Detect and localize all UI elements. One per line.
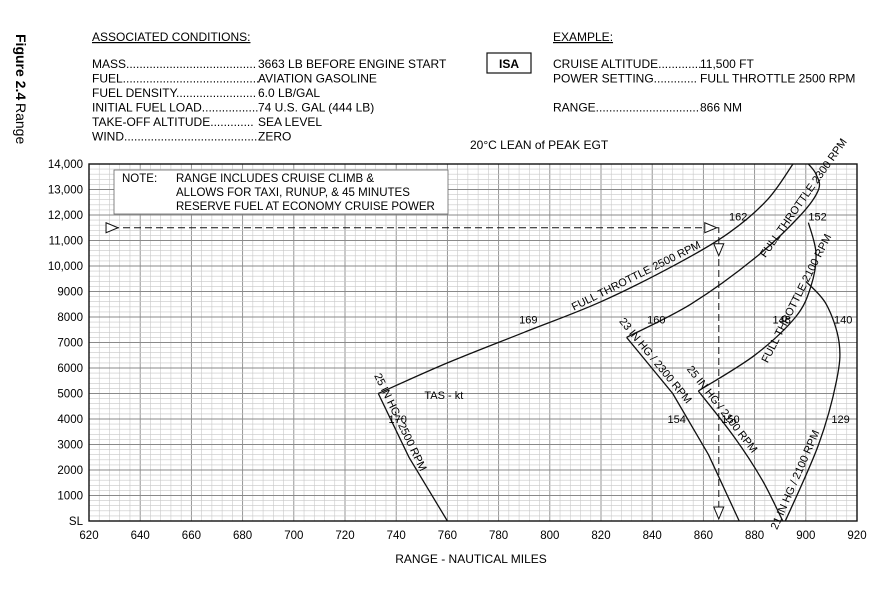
example-arrow [704, 222, 719, 234]
example-value: 11,500 FT [700, 57, 754, 71]
chart-annotation: 170 [389, 414, 407, 426]
example-label: CRUISE ALTITUDE............. [553, 57, 701, 71]
y-tick-label: 13,000 [48, 185, 83, 197]
plot-frame [88, 163, 858, 522]
condition-label: MASS....................................… [92, 57, 256, 71]
chart-annotations: TAS - kt 170 169 162 152 160 148 140 154 150 129 [389, 211, 853, 426]
chart-grid [88, 163, 858, 522]
chart-annotation: 162 [729, 211, 747, 223]
x-tick-label: 720 [335, 530, 354, 542]
series-line-full-throttle-2300-rpm [626, 163, 821, 338]
example-list: CRUISE ALTITUDE.............11,500 FTPOW… [553, 57, 855, 115]
conditions-list: MASS....................................… [92, 57, 447, 144]
conditions-heading: ASSOCIATED CONDITIONS: [92, 30, 250, 44]
x-axis-label: RANGE - NAUTICAL MILES [395, 552, 547, 566]
chart-annotation: 154 [668, 414, 686, 426]
x-tick-label: 920 [847, 530, 866, 542]
y-tick-label: 14,000 [48, 159, 83, 171]
note-line-1: RANGE INCLUDES CRUISE CLIMB & [176, 173, 374, 185]
y-tick-label: 5000 [57, 389, 83, 401]
example-label: RANGE............................... [553, 101, 699, 115]
condition-value: ZERO [258, 130, 291, 144]
example-arrow [713, 243, 725, 258]
series-line-full-throttle-2100-rpm [697, 222, 817, 392]
condition-label: WIND....................................… [92, 130, 257, 144]
chart-annotation: TAS - kt [424, 390, 463, 402]
example-value: FULL THROTTLE 2500 RPM [700, 72, 855, 86]
series-line-21-in-hg-2100-rpm [784, 280, 841, 522]
series-label-23-in-hg-2300-rpm: 23 IN HG / 2300 RPM [616, 316, 693, 406]
note-line-2: ALLOWS FOR TAXI, RUNUP, & 45 MINUTES [176, 187, 410, 199]
x-tick-label: 680 [233, 530, 252, 542]
x-tick-label: 660 [182, 530, 201, 542]
y-tick-label: 1000 [57, 491, 83, 503]
y-tick-label: 9000 [57, 287, 83, 299]
chart-annotation: 140 [834, 315, 852, 327]
example-value: 866 NM [700, 101, 742, 115]
x-tick-label: 880 [745, 530, 764, 542]
example-label: POWER SETTING............. [553, 72, 697, 86]
example-arrow [105, 222, 120, 234]
condition-value: 3663 LB BEFORE ENGINE START [258, 57, 447, 71]
note-lead: NOTE: [122, 173, 157, 185]
y-tick-label: 2000 [57, 465, 83, 477]
figure-title: Range [13, 103, 29, 144]
note-box [113, 169, 449, 215]
y-tick-label: 10,000 [48, 261, 83, 273]
y-tick-label: 12,000 [48, 210, 83, 222]
x-tick-label: 700 [284, 530, 303, 542]
x-tick-label: 620 [79, 530, 98, 542]
condition-label: FUEL....................................… [92, 72, 259, 86]
y-tick-label: SL [69, 516, 84, 528]
chart-annotation: 150 [721, 414, 739, 426]
condition-value: 6.0 LB/GAL [258, 86, 320, 100]
condition-value: SEA LEVEL [258, 115, 322, 129]
y-tick-label: 4000 [57, 414, 83, 426]
x-tick-label: 860 [694, 530, 713, 542]
series-line-example [112, 227, 720, 521]
chart-annotation: 129 [831, 414, 849, 426]
x-tick-label: 740 [387, 530, 406, 542]
y-tick-label: 8000 [57, 312, 83, 324]
chart-annotation: 152 [808, 211, 826, 223]
y-axis-ticks: SL 1000 2000 3000 4000 5000 6000 7000 8000 9000 10… [48, 159, 84, 528]
series-label-full-throttle-2300-rpm: FULL THROTTLE 2300 RPM [758, 137, 850, 260]
series-line-25-in-hg-2500-rpm [377, 393, 448, 522]
x-tick-label: 780 [489, 530, 508, 542]
y-tick-label: 3000 [57, 440, 83, 452]
x-tick-label: 900 [796, 530, 815, 542]
x-tick-label: 840 [643, 530, 662, 542]
temperature-note: 20°C LEAN of PEAK EGT [470, 138, 609, 152]
series-line-23-in-hg-2300-rpm [626, 336, 740, 522]
y-tick-label: 11,000 [49, 236, 83, 248]
series-line-25-in-hg-2100-rpm [697, 390, 784, 522]
y-tick-label: 7000 [57, 338, 83, 350]
chart-annotation: 169 [519, 315, 537, 327]
x-tick-label: 820 [591, 530, 610, 542]
condition-label: INITIAL FUEL LOAD................. [92, 101, 258, 115]
figure-number: Figure 2.4 [13, 34, 29, 100]
condition-label: TAKE-OFF ALTITUDE............. [92, 115, 254, 129]
note-line-3: RESERVE FUEL AT ECONOMY CRUISE POWER [176, 201, 435, 213]
x-axis-ticks: 620 640 660 680 700 720 740 760 780 800 820 840 860 8… [79, 530, 866, 542]
chart-annotation: 160 [647, 315, 665, 327]
chart-annotation: 148 [773, 315, 791, 327]
isa-label: ISA [499, 57, 519, 71]
series-line-full-throttle-2500-rpm [378, 163, 794, 395]
condition-label: FUEL DENSITY........................ [92, 86, 256, 100]
x-tick-label: 800 [540, 530, 559, 542]
isa-box [486, 52, 532, 74]
y-tick-label: 6000 [57, 363, 83, 375]
x-tick-label: 640 [131, 530, 150, 542]
x-tick-label: 760 [438, 530, 457, 542]
condition-value: AVIATION GASOLINE [258, 72, 377, 86]
condition-value: 74 U.S. GAL (444 LB) [258, 101, 374, 115]
chart-series [105, 163, 841, 522]
example-arrow [713, 506, 725, 521]
example-heading: EXAMPLE: [553, 30, 613, 44]
